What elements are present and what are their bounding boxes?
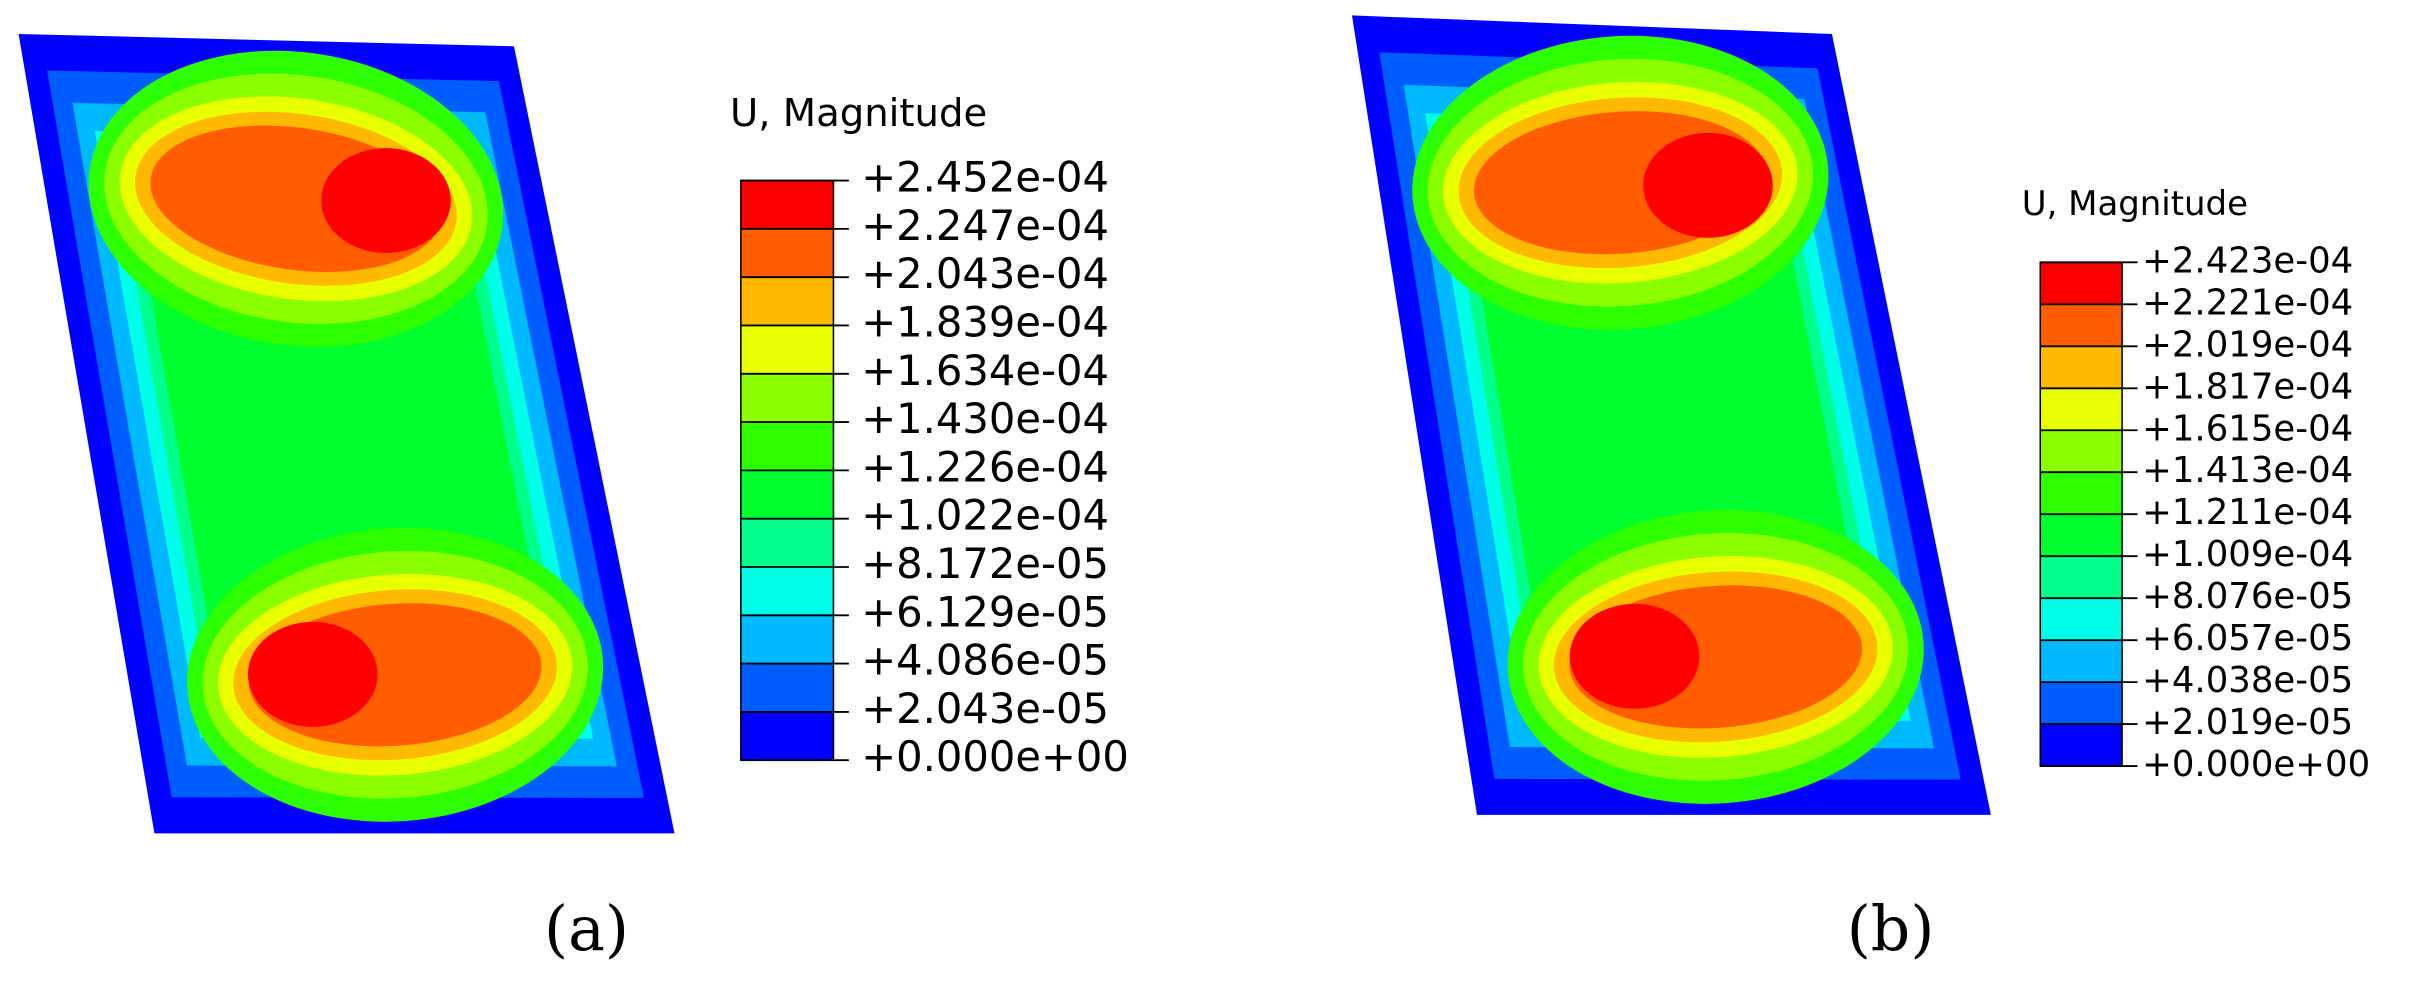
caption: (a) [544,893,629,965]
legend-label: +1.413e-04 [2142,450,2353,491]
contour-band [247,621,378,727]
legend-swatch [740,566,834,617]
legend-label: +0.000e+00 [861,732,1129,781]
legend-swatch [740,422,834,472]
legend-swatch [2040,640,2123,683]
legend-label: +4.086e-05 [861,636,1109,685]
legend-label: +6.057e-05 [2142,618,2353,659]
legend-label: +1.009e-04 [2142,534,2353,575]
legend-swatch [740,470,834,520]
legend-swatch [740,518,834,568]
legend-label: +2.247e-04 [861,201,1109,250]
legend-swatch [2040,598,2123,641]
contour-plot [18,33,675,834]
legend-swatch [2040,682,2123,725]
legend-title: U, Magnitude [730,91,987,136]
legend-label: +6.129e-05 [861,587,1109,636]
legend-label: +1.817e-04 [2142,366,2353,407]
legend-swatch [740,615,834,665]
caption: (b) [1847,893,1935,965]
legend-label: +1.430e-04 [861,394,1109,443]
legend-label: +1.615e-04 [2142,408,2353,449]
legend-swatch [2040,724,2123,767]
legend-label: +2.043e-04 [861,249,1109,298]
legend-swatch [2040,514,2123,557]
legend-swatch [740,277,834,327]
legend-swatch [2040,556,2123,599]
legend-swatch [740,711,834,761]
legend-label: +1.022e-04 [861,491,1109,540]
legend-label: +1.634e-04 [861,346,1109,395]
legend-label: +2.043e-05 [861,684,1109,733]
legend-label: +2.452e-04 [861,153,1109,202]
legend-label: +2.423e-04 [2142,240,2353,281]
legend-title: U, Magnitude [2022,184,2248,224]
legend-label: +1.226e-04 [861,442,1109,491]
legend-swatch [2040,346,2123,390]
legend-swatch [740,228,834,278]
legend-label: +8.172e-05 [861,539,1109,588]
legend-swatch [2040,472,2123,515]
legend-swatch [2040,388,2123,432]
legend-swatch [740,663,834,713]
legend-label: +2.019e-05 [2142,702,2353,743]
legend-swatch [2040,262,2123,306]
contour-band [1643,132,1773,238]
legend-swatch [2040,430,2123,474]
legend-label: +8.076e-05 [2142,576,2353,617]
legend-swatch [2040,304,2123,348]
contour-plot [1351,15,1991,815]
legend-label: +4.038e-05 [2142,660,2353,701]
legend-swatch [740,180,834,230]
legend-swatch [740,373,834,423]
legend-swatch [740,325,834,375]
legend-label: +1.839e-04 [861,297,1109,346]
legend-label: +0.000e+00 [2142,744,2370,785]
contour-band [1569,603,1700,709]
legend-label: +2.221e-04 [2142,282,2353,323]
legend-label: +1.211e-04 [2142,492,2353,533]
contour-band [321,148,451,254]
legend-label: +2.019e-04 [2142,324,2353,365]
